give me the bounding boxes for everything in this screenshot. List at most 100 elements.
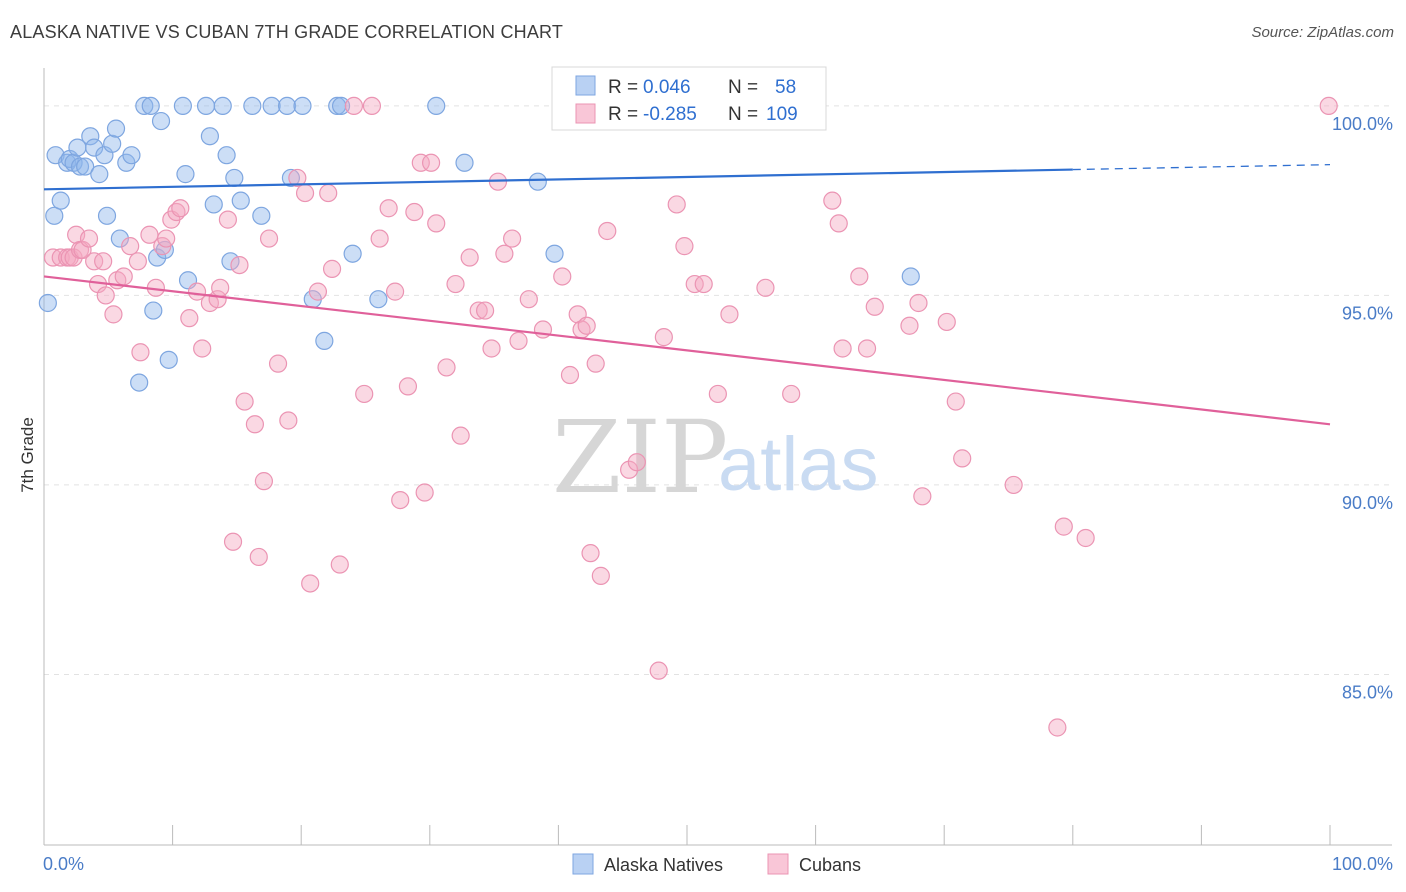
alaska-native-point [369,290,388,309]
cuban-point [187,282,207,301]
stats-n-label-alaska: N = [728,77,758,98]
cuban-point [427,214,446,233]
alaska-native-point [200,127,219,146]
cuban-point [913,487,932,506]
alaska-native-point [159,350,178,369]
cuban-point [720,305,739,324]
cuban-point [245,415,265,434]
alaska-native-point [173,96,192,116]
alaska-native-point [51,191,70,210]
alaska-native-point [81,127,100,146]
y-tick-label: 95.0% [1342,303,1393,323]
stats-n-cubans: 109 [766,104,798,125]
cuban-point [193,339,212,358]
cuban-point [114,267,133,286]
y-tick-label: 85.0% [1342,682,1393,702]
cuban-point [833,339,852,358]
data-points [38,96,1338,737]
cuban-point [235,392,254,411]
cuban-point [259,229,279,248]
cuban-point [268,354,288,373]
alaska-native-point [243,96,262,116]
cuban-point [405,202,424,222]
stats-r-cubans: -0.285 [643,104,697,125]
alaska-native-point [293,96,312,116]
cuban-point [330,555,349,574]
cuban-point [391,490,410,510]
cuban-point [355,384,374,404]
cuban-point [577,316,596,335]
alaska-native-point [76,157,95,176]
cuban-point [1319,96,1338,116]
cuban-point [94,252,113,271]
alaska-native-point [901,267,920,286]
cuban-point [344,96,364,116]
cuban-point [73,240,92,260]
cuban-point [211,278,230,297]
stats-r-alaska: 0.046 [643,77,691,98]
cuban-point [180,309,199,328]
cuban-point [385,282,405,301]
y-tick-label: 90.0% [1342,493,1393,513]
cuban-point [850,267,869,286]
stats-r-label-cubans: R = [608,104,638,125]
cuban-point [865,297,884,316]
cuban-point [708,384,727,404]
cuban-point [131,343,150,362]
cuban-point [560,365,580,385]
cuban-point [79,229,99,248]
stats-r-label-alaska: R = [608,77,638,98]
cuban-point [503,229,522,248]
stats-box [551,66,827,131]
cuban-point [909,293,928,313]
cuban-point [823,191,842,210]
cuban-point [900,316,919,335]
legend-label-alaska: Alaska Natives [604,855,723,875]
cuban-point [1054,517,1073,536]
cuban-point [756,278,775,297]
y-tick-labels: 100.0% 95.0% 90.0% 85.0% [1332,114,1393,703]
cuban-point [96,286,115,305]
alaska-native-point [97,206,117,225]
cuban-point [649,661,668,680]
alaska-native-point [148,248,167,267]
alaska-native-point [204,195,223,214]
cuban-point [370,229,389,248]
legend-swatch-cubans [767,853,789,875]
alaska-native-point [144,301,163,320]
cuban-point [379,199,398,218]
alaska-native-point [221,252,240,271]
alaska-native-point [196,96,216,116]
cuban-point [654,328,673,347]
alaska-native-point [90,165,109,184]
cuban-point [857,339,877,358]
chart-title: ALASKA NATIVE VS CUBAN 7TH GRADE CORRELA… [10,22,564,42]
alaska-native-point [252,206,271,225]
cuban-point [475,301,495,320]
alaska-native-point [45,206,64,225]
cuban-point [254,472,274,491]
cuban-point [411,153,430,172]
cuban-point [398,377,418,396]
cuban-point [694,274,713,294]
cuban-point [230,255,249,275]
cuban-point [627,453,646,472]
cuban-point [598,221,617,241]
cuban-trend-line [43,275,1331,426]
alaska-native-point [281,168,301,188]
source-credit: Source: ZipAtlas.com [1251,24,1394,41]
legend-label-cubans: Cubans [799,855,861,875]
alaska-native-point [130,373,149,392]
cuban-point [128,252,147,271]
cuban-point [586,354,605,373]
alaska-native-point [217,146,236,165]
cuban-point [157,229,176,248]
alaska-native-point [85,138,104,157]
alaska-native-point [545,244,564,263]
cuban-point [667,195,686,214]
cuban-point [1048,718,1067,737]
x-tick-max: 100.0% [1332,854,1393,874]
cuban-point [1004,475,1023,495]
cuban-point [953,449,972,468]
